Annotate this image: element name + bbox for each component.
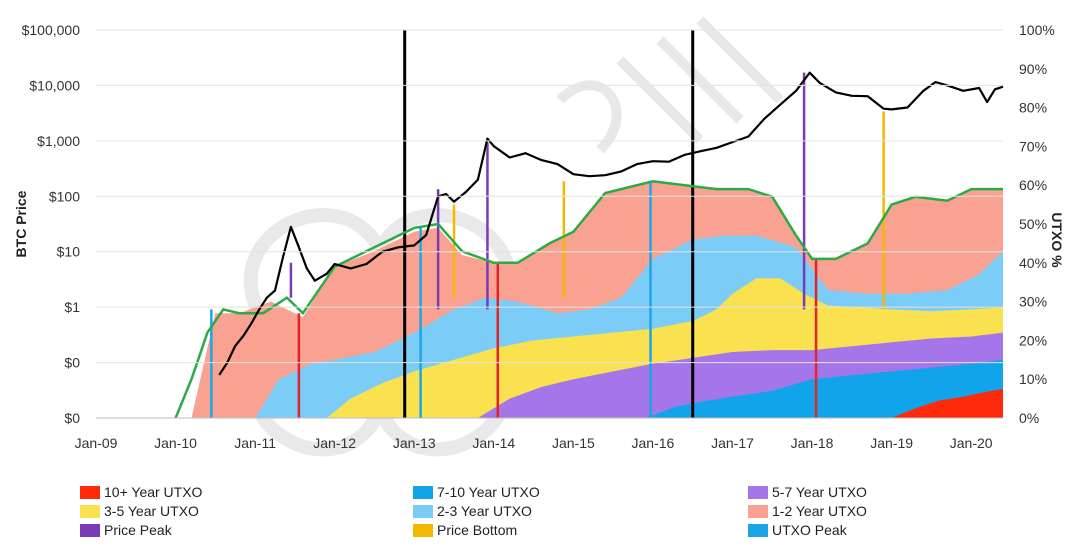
legend-item: 5-7 Year UTXO [748,484,867,500]
x-tick-label: Jan-11 [234,435,276,451]
total-utxo-line [174,180,1003,419]
legend-item: 2-3 Year UTXO [413,503,532,519]
right-tick-label: 70% [1019,138,1047,154]
x-tick-label: Jan-12 [313,435,356,451]
right-tick-label: 50% [1019,216,1047,232]
area-y7-10 [645,359,1003,418]
x-tick-label: Jan-17 [711,435,754,451]
right-tick-label: 90% [1019,61,1047,77]
legend-item: 1-2 Year UTXO [748,503,867,519]
right-tick-label: 30% [1019,294,1047,310]
x-tick-label: Jan-09 [75,435,118,451]
x-tick-label: Jan-14 [472,435,515,451]
left-axis-title: BTC Price [13,190,29,257]
legend-label: UTXO Peak [772,522,848,538]
legend-label: 7-10 Year UTXO [437,484,540,500]
legend-swatch [748,486,768,499]
legend-item: UTXO Peak [748,522,848,538]
legend-swatch [748,524,768,537]
left-tick-label: $10,000 [29,77,80,93]
legend-swatch [413,486,433,499]
right-tick-label: 0% [1019,410,1039,426]
x-tick-label: Jan-13 [393,435,436,451]
x-tick-label: Jan-16 [632,435,675,451]
chart-lines [174,71,1004,419]
left-tick-label: $1 [64,299,80,315]
legend-swatch [748,505,768,518]
legend-label: Price Bottom [437,522,517,538]
x-tick-label: Jan-10 [154,435,197,451]
left-tick-label: $1,000 [37,133,80,149]
left-tick-label: $10 [57,244,81,260]
legend-label: 2-3 Year UTXO [437,503,532,519]
legend-item: Price Peak [80,522,173,538]
right-tick-label: 60% [1019,177,1047,193]
legend-swatch [80,505,100,518]
legend: 10+ Year UTXO 7-10 Year UTXO 5-7 Year UTXO… [80,484,867,538]
right-tick-label: 40% [1019,255,1047,271]
left-tick-label: $0 [64,410,80,426]
legend-item: 7-10 Year UTXO [413,484,540,500]
legend-swatch [80,486,100,499]
x-tick-label: Jan-20 [950,435,993,451]
legend-swatch [413,505,433,518]
event-markers [210,30,885,418]
x-tick-label: Jan-19 [870,435,913,451]
legend-item: 3-5 Year UTXO [80,503,199,519]
left-tick-label: $100,000 [22,22,81,38]
legend-label: 3-5 Year UTXO [104,503,199,519]
x-tick-label: Jan-18 [791,435,834,451]
legend-label: 5-7 Year UTXO [772,484,867,500]
legend-label: Price Peak [104,522,173,538]
left-tick-label: $100 [49,188,80,204]
right-axis-title: UTXO % [1049,212,1065,268]
right-tick-label: 80% [1019,100,1047,116]
legend-label: 1-2 Year UTXO [772,503,867,519]
right-tick-label: 20% [1019,332,1047,348]
legend-label: 10+ Year UTXO [104,484,203,500]
axes: $0 $0 $1 $10 $100 $1,000 $10,000 $100,000 0% 10% 2… [22,22,1055,451]
right-tick-label: 100% [1019,22,1055,38]
legend-swatch [80,524,100,537]
legend-swatch [413,524,433,537]
left-tick-label: $0 [64,355,80,371]
area-y10p [891,388,1003,418]
x-tick-label: Jan-15 [552,435,595,451]
legend-item: Price Bottom [413,522,517,538]
right-tick-label: 10% [1019,371,1047,387]
legend-item: 10+ Year UTXO [80,484,203,500]
btc-price-line [218,71,1004,376]
